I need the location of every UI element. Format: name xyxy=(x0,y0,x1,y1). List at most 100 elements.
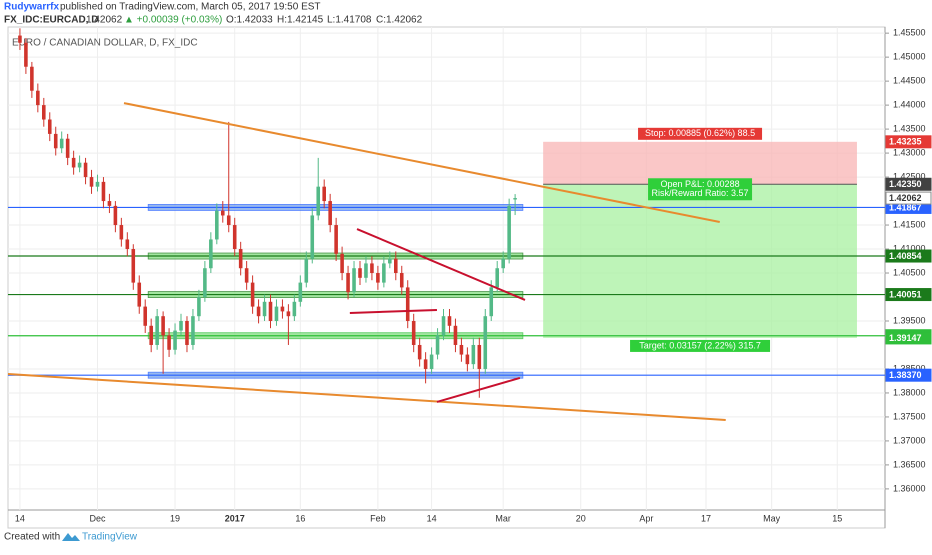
candle-body xyxy=(197,297,201,317)
change: ▲ +0.00039 (+0.03%) xyxy=(124,15,222,26)
low: L:1.41708 xyxy=(327,15,372,26)
candle-body xyxy=(149,325,153,345)
price-tag-label: 1.40854 xyxy=(889,251,922,261)
candle-body xyxy=(507,205,511,259)
candle-body xyxy=(292,301,297,317)
candle-body xyxy=(71,157,76,168)
price-tag xyxy=(885,368,932,382)
candle-body xyxy=(453,325,458,345)
y-tick-label: 1.43500 xyxy=(893,123,926,133)
candle-body xyxy=(113,205,118,226)
trend-line xyxy=(123,102,720,224)
x-tick-label: 14 xyxy=(15,513,25,523)
price-tag-label: 1.38370 xyxy=(889,370,922,380)
price-tag xyxy=(885,249,932,263)
candle-body xyxy=(59,138,64,149)
x-tick-label: Feb xyxy=(370,513,386,523)
candle-body xyxy=(173,330,177,350)
reward-zone xyxy=(543,184,857,338)
chart-title: EURO / CANADIAN DOLLAR, D, FX_IDC xyxy=(12,38,198,49)
candle-body xyxy=(399,273,404,288)
candle-body xyxy=(393,258,398,274)
candle-body xyxy=(376,273,380,283)
symbol: FX_IDC:EURCAD, D xyxy=(4,15,98,26)
candle-body xyxy=(244,268,249,283)
candle-body xyxy=(220,210,225,216)
x-tick-label: 15 xyxy=(832,513,842,523)
candle-body xyxy=(125,239,130,250)
ratio-label: Risk/Reward Ratio: 3.57 xyxy=(652,188,749,198)
candle-body xyxy=(137,282,142,307)
x-tick-label: 14 xyxy=(427,513,437,523)
candle-body xyxy=(495,268,500,288)
x-tick-label: 16 xyxy=(295,513,305,523)
candle-body xyxy=(47,119,52,134)
y-tick-label: 1.45500 xyxy=(893,28,926,38)
candle-body xyxy=(340,253,344,274)
candle-body xyxy=(268,301,273,321)
price-tag xyxy=(885,135,932,149)
footer-brand: TradingView xyxy=(82,532,138,543)
candle-body xyxy=(185,320,189,345)
x-tick-label: 20 xyxy=(576,513,586,523)
x-tick-label: Mar xyxy=(495,513,511,523)
x-tick-label: May xyxy=(763,513,781,523)
candle-body xyxy=(513,198,517,200)
high: H:1.42145 xyxy=(277,15,324,26)
candle-body xyxy=(83,162,88,178)
candle-body xyxy=(262,301,267,317)
candle-body xyxy=(77,162,82,168)
candle-body xyxy=(382,263,386,283)
candle-body xyxy=(286,311,291,317)
candle-body xyxy=(417,344,422,360)
candle-body xyxy=(101,181,106,202)
x-tick-label: 2017 xyxy=(225,513,245,523)
y-tick-label: 1.41000 xyxy=(893,243,926,253)
footer-created: Created with xyxy=(4,532,60,543)
y-tick-label: 1.36000 xyxy=(893,483,926,493)
candle-body xyxy=(316,186,321,216)
candle-body xyxy=(459,344,464,355)
candle-body xyxy=(167,335,171,350)
candle-body xyxy=(65,138,70,158)
candle-body xyxy=(250,282,255,307)
published: published on TradingView.com, March 05, … xyxy=(60,2,321,13)
author[interactable]: Rudywarrfx xyxy=(4,2,59,13)
stop-box xyxy=(638,127,763,140)
y-tick-label: 1.37000 xyxy=(893,435,926,445)
candle-body xyxy=(24,42,28,67)
trend-line xyxy=(7,372,726,421)
close: C:1.42062 xyxy=(376,15,423,26)
candle-body xyxy=(179,320,183,331)
candle-body xyxy=(131,249,136,283)
candle-body xyxy=(238,249,243,269)
candle-body xyxy=(334,225,338,254)
candle-body xyxy=(232,225,237,250)
price-tag-label: 1.39147 xyxy=(889,333,922,343)
candle-body xyxy=(155,316,159,345)
candle-body xyxy=(328,201,332,226)
candle-body xyxy=(30,66,34,91)
pnl-label: Open P&L: 0.00288 xyxy=(661,179,740,189)
candle-body xyxy=(274,306,279,321)
candle-body xyxy=(280,306,285,312)
y-tick-label: 1.44500 xyxy=(893,76,926,86)
candle-body xyxy=(95,181,100,187)
price-tag-label: 1.40051 xyxy=(889,289,922,299)
candle-body xyxy=(36,90,40,106)
candle-body xyxy=(423,359,428,369)
candle-body xyxy=(447,316,452,326)
y-tick-label: 1.45000 xyxy=(893,52,926,62)
price-tag-label: 1.42350 xyxy=(889,179,922,189)
price-tag xyxy=(885,177,932,191)
candle-body xyxy=(489,287,494,317)
candle-body xyxy=(107,201,112,206)
price-tag-label: 1.41867 xyxy=(889,202,922,212)
pnl-box xyxy=(648,178,753,201)
x-tick-label: Apr xyxy=(639,513,653,523)
x-tick-label: 19 xyxy=(170,513,180,523)
candle-body xyxy=(477,344,482,369)
y-tick-label: 1.42500 xyxy=(893,171,926,181)
candle-body xyxy=(209,239,213,269)
